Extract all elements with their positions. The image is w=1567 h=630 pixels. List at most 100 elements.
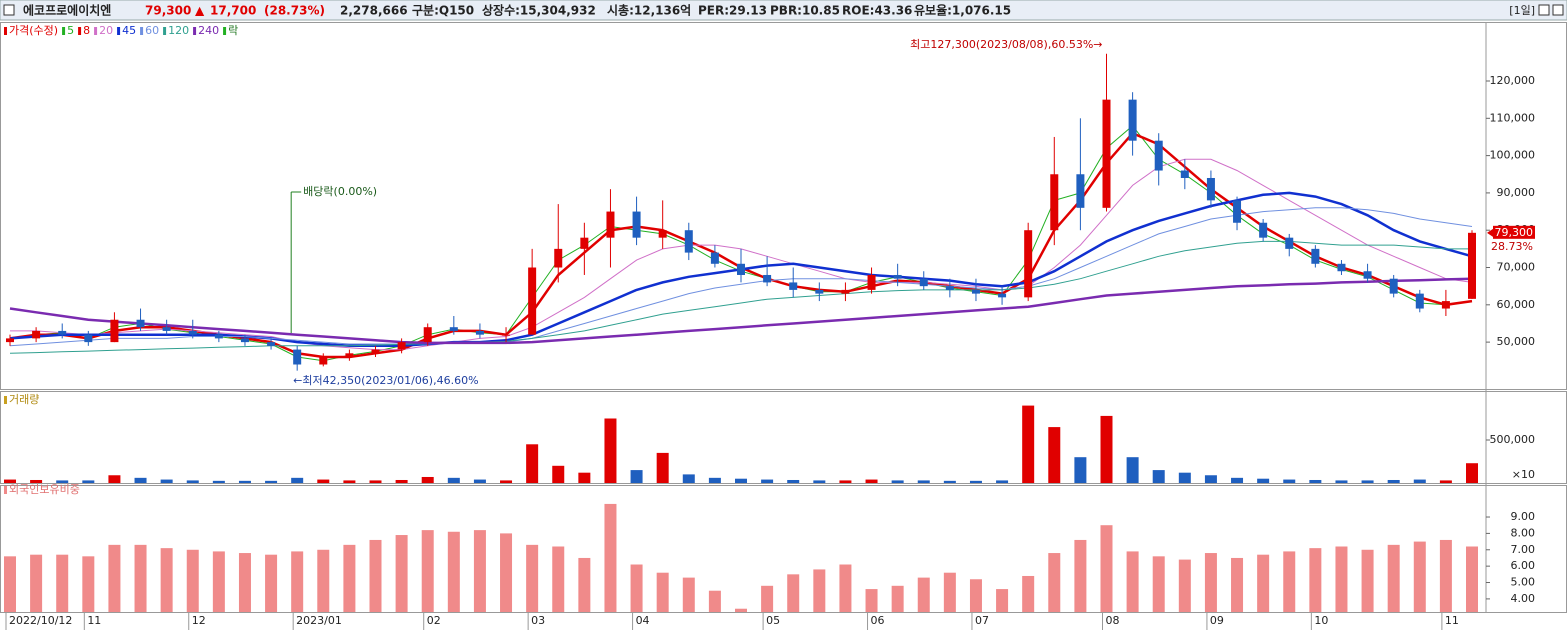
candle-body: [998, 293, 1007, 298]
bar: [1231, 477, 1244, 483]
bar: [761, 585, 774, 612]
legend-label: 20: [99, 24, 113, 37]
change-pct: (28.73%): [264, 4, 325, 18]
bar: [395, 535, 408, 612]
volume-panel: [0, 391, 1567, 484]
y-tick-label: 120,000: [1490, 74, 1536, 87]
ma-line: [9, 125, 1473, 362]
legend-swatch: [4, 486, 7, 494]
bar: [4, 479, 16, 483]
candle-body: [371, 349, 380, 354]
bar: [917, 480, 930, 483]
bar: [238, 480, 251, 483]
bar: [1387, 544, 1400, 612]
bar: [1309, 548, 1322, 612]
per: PER:29.13: [698, 4, 767, 18]
y-tick-label: 7.00: [1511, 543, 1536, 556]
bar: [996, 480, 1009, 483]
bar: [761, 479, 774, 483]
volume: 2,278,666: [340, 4, 408, 18]
bar: [212, 551, 225, 612]
bar: [1439, 480, 1452, 483]
bar: [291, 551, 304, 612]
period[interactable]: [1일]: [1509, 3, 1535, 17]
bar: [552, 465, 565, 483]
bar: [30, 554, 43, 612]
ma-line: [9, 240, 1472, 354]
bar: [682, 577, 695, 612]
bar: [473, 479, 486, 483]
bar: [1178, 559, 1191, 612]
legend-label: 8: [83, 24, 90, 37]
bar: [1022, 405, 1035, 483]
legend-swatch: [62, 27, 66, 35]
candle-body: [1128, 99, 1137, 141]
x-tick-label: 03: [531, 614, 545, 627]
bar: [369, 539, 382, 612]
legend-label: 45: [122, 24, 136, 37]
bar: [578, 472, 591, 483]
candle-body: [188, 330, 197, 335]
candle-body: [1154, 140, 1163, 171]
bar: [160, 479, 173, 483]
candle-body: [32, 330, 41, 339]
candle-body: [789, 282, 798, 290]
candle-body: [449, 327, 458, 331]
ma-line: [9, 277, 1473, 345]
legend-label: 60: [145, 24, 159, 37]
checkbox[interactable]: [3, 4, 15, 16]
bar: [1466, 546, 1478, 612]
candle-body: [658, 230, 667, 238]
candle-body: [1468, 232, 1476, 299]
bar: [656, 572, 669, 612]
y-tick-label: 100,000: [1490, 149, 1536, 162]
candle-body: [867, 274, 876, 290]
bar: [578, 557, 591, 612]
y-tick-label: 9.00: [1511, 510, 1536, 523]
legend-swatch: [163, 27, 167, 35]
candle-body: [919, 278, 928, 287]
candle-body: [1102, 99, 1111, 208]
legend-label: 외국인보유비중: [9, 483, 80, 496]
reserve: 유보율:1,076.15: [914, 4, 1011, 18]
bar: [1074, 539, 1087, 612]
candle-body: [632, 211, 641, 238]
bar: [1413, 479, 1426, 483]
price: 79,300: [145, 4, 191, 18]
bar: [1231, 557, 1244, 612]
candle-body: [1389, 278, 1398, 294]
candle-body: [606, 211, 615, 238]
y-tick-label: 70,000: [1497, 261, 1536, 274]
candle-body: [84, 334, 93, 343]
pbr: PBR:10.85: [770, 4, 840, 18]
x-tick-label: 02: [427, 614, 441, 627]
candle-body: [162, 327, 171, 331]
bar: [787, 479, 800, 483]
bar: [604, 503, 617, 612]
candle-body: [1180, 170, 1189, 178]
x-tick-label: 07: [975, 614, 989, 627]
bar: [1309, 479, 1322, 483]
candle-body: [214, 334, 223, 339]
bar: [1466, 463, 1478, 483]
bar: [1022, 575, 1035, 612]
bar: [421, 476, 434, 483]
bar: [1204, 475, 1217, 483]
y-tick-label: 8.00: [1511, 526, 1536, 539]
bar: [108, 475, 121, 483]
bar: [1283, 479, 1296, 483]
candle-body: [1311, 248, 1320, 264]
bar: [943, 572, 956, 612]
min-button[interactable]: [1538, 4, 1550, 16]
market: 구분:Q150: [412, 4, 474, 18]
bar: [1152, 556, 1165, 612]
bar: [656, 452, 669, 483]
bar: [1387, 479, 1400, 483]
legend-swatch: [94, 27, 98, 35]
legend-swatch: [140, 27, 144, 35]
bar: [1152, 470, 1165, 483]
bar: [317, 549, 330, 612]
close-button[interactable]: [1552, 4, 1564, 16]
bar: [108, 544, 121, 612]
bar: [735, 608, 747, 612]
